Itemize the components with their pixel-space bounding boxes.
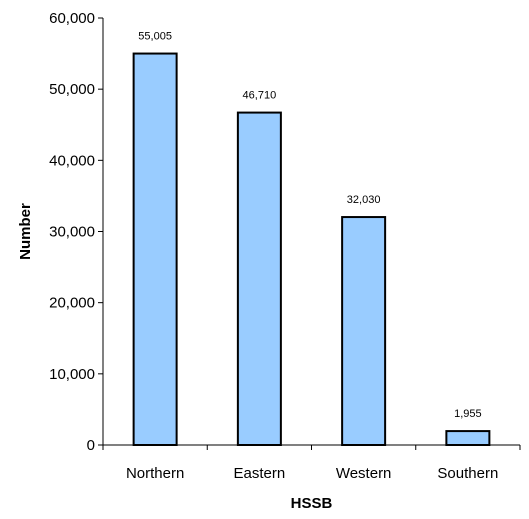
y-axis-title: Number [17, 203, 34, 260]
x-axis-title: HSSB [291, 495, 333, 512]
bar-northern [132, 52, 178, 446]
category-label-northern: Northern [126, 465, 184, 482]
bars [132, 52, 491, 446]
bar-southern [445, 430, 491, 446]
category-label-southern: Southern [437, 465, 498, 482]
bar-western [341, 216, 387, 446]
bar-eastern [236, 111, 282, 446]
y-tick-label: 60,000 [49, 10, 95, 27]
y-tick-label: 20,000 [49, 295, 95, 312]
x-axis-categories: Northern Eastern Western Southern [102, 445, 521, 482]
data-label-western: 32,030 [347, 194, 381, 206]
y-tick-label: 40,000 [49, 152, 95, 169]
data-labels: 55,005 46,710 32,030 1,955 [138, 31, 481, 421]
data-label-eastern: 46,710 [243, 90, 277, 102]
y-tick-label: 50,000 [49, 81, 95, 98]
data-label-northern: 55,005 [138, 31, 172, 43]
y-tick-label: 30,000 [49, 224, 95, 241]
y-tick-label: 10,000 [49, 366, 95, 383]
data-label-southern: 1,955 [454, 408, 482, 420]
category-label-western: Western [336, 465, 392, 482]
y-tick-label: 0 [87, 437, 95, 454]
category-label-eastern: Eastern [234, 465, 286, 482]
y-axis-ticks: 0 10,000 20,000 30,000 40,000 50,000 60,000 [49, 10, 103, 454]
